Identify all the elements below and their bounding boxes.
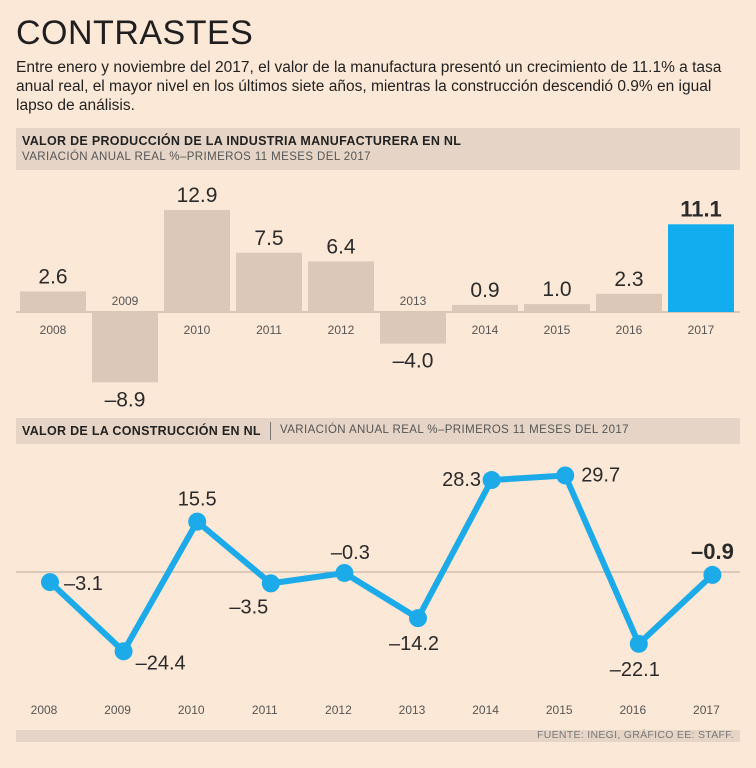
title-separator xyxy=(270,422,271,440)
bar-value-label-2017: 11.1 xyxy=(680,196,722,221)
bar-value-label-2014: 0.9 xyxy=(470,279,499,302)
bar-value-label-2016: 2.3 xyxy=(614,268,643,291)
bar-value-label-2010: 12.9 xyxy=(177,184,218,207)
line-year-label-2015: 2015 xyxy=(546,703,573,717)
line-year-label-2014: 2014 xyxy=(472,703,499,717)
manufacturing-header-band: VALOR DE PRODUCCIÓN DE LA INDUSTRIA MANU… xyxy=(16,128,740,170)
line-point-2016 xyxy=(629,634,648,653)
bar-2015 xyxy=(524,304,590,312)
manufacturing-chart-subtitle: VARIACIÓN ANUAL REAL %–PRIMEROS 11 MESES… xyxy=(22,151,371,163)
line-value-label-2016: –22.1 xyxy=(610,659,660,681)
bar-2014 xyxy=(452,304,518,312)
bar-2008 xyxy=(20,291,86,312)
line-year-label-2009: 2009 xyxy=(104,703,131,717)
bar-year-label-2017: 2017 xyxy=(688,323,715,337)
bar-2016 xyxy=(596,293,662,312)
line-point-2008 xyxy=(41,573,59,592)
bar-2013 xyxy=(380,312,446,344)
line-year-label-2012: 2012 xyxy=(325,703,352,717)
bar-value-label-2015: 1.0 xyxy=(542,278,571,301)
intro-text: Entre enero y noviembre del 2017, el val… xyxy=(16,59,722,114)
line-year-label-2016: 2016 xyxy=(619,703,646,717)
line-year-label-2010: 2010 xyxy=(178,703,205,717)
line-year-label-2013: 2013 xyxy=(399,703,426,717)
bar-year-label-2015: 2015 xyxy=(544,323,571,337)
source-band xyxy=(16,730,740,742)
bar-2010 xyxy=(164,210,230,312)
line-point-2012 xyxy=(335,563,354,582)
line-point-2014 xyxy=(482,471,501,490)
construction-chart-title: VALOR DE LA CONSTRUCCIÓN EN NL xyxy=(22,424,261,438)
line-value-label-2012: –0.3 xyxy=(331,542,370,564)
line-value-label-2009: –24.4 xyxy=(136,652,186,674)
line-point-2015 xyxy=(556,466,575,485)
construction-header-band: VALOR DE LA CONSTRUCCIÓN EN NL VARIACIÓN… xyxy=(16,418,740,444)
page-title: CONTRASTES xyxy=(16,14,254,52)
bar-year-label-2014: 2014 xyxy=(472,323,499,337)
manufacturing-chart-title: VALOR DE PRODUCCIÓN DE LA INDUSTRIA MANU… xyxy=(22,134,462,148)
line-value-label-2015: 29.7 xyxy=(581,464,620,486)
line-year-label-2011: 2011 xyxy=(252,703,278,717)
bar-year-label-2016: 2016 xyxy=(616,323,643,337)
line-point-2013 xyxy=(409,609,427,628)
bar-2011 xyxy=(236,252,302,312)
bar-value-label-2008: 2.6 xyxy=(38,265,67,288)
construction-chart-subtitle: VARIACIÓN ANUAL REAL %–PRIMEROS 11 MESES… xyxy=(280,424,629,436)
line-value-label-2017: –0.9 xyxy=(691,539,734,564)
bar-value-label-2012: 6.4 xyxy=(326,235,356,258)
source-note: FUENTE: INEGI, GRÁFICO EE: STAFF. xyxy=(537,729,734,741)
line-value-label-2014: 28.3 xyxy=(442,469,481,491)
line-point-2011 xyxy=(261,574,280,593)
bar-year-label-2013: 2013 xyxy=(400,294,427,308)
bar-2012 xyxy=(308,261,374,312)
bar-year-label-2010: 2010 xyxy=(184,323,211,337)
line-value-label-2008: –3.1 xyxy=(64,573,103,595)
bar-year-label-2009: 2009 xyxy=(112,294,139,308)
bar-2017 xyxy=(668,224,734,312)
bar-2009 xyxy=(92,312,158,383)
line-point-2017 xyxy=(703,565,722,584)
line-value-label-2011: –3.5 xyxy=(229,596,268,618)
bar-value-label-2011: 7.5 xyxy=(254,227,283,250)
bar-year-label-2012: 2012 xyxy=(328,323,355,337)
bar-year-label-2008: 2008 xyxy=(40,323,67,337)
line-year-label-2017: 2017 xyxy=(693,703,720,717)
line-year-label-2008: 2008 xyxy=(31,703,58,717)
construction-series-line xyxy=(47,472,716,655)
line-point-2009 xyxy=(114,642,133,661)
line-point-2010 xyxy=(188,512,207,531)
bar-value-label-2013: –4.0 xyxy=(393,350,434,373)
line-value-label-2013: –14.2 xyxy=(389,633,439,655)
bar-year-label-2011: 2011 xyxy=(256,323,282,337)
line-value-label-2010: 15.5 xyxy=(178,489,217,511)
bar-value-label-2009: –8.9 xyxy=(105,388,146,411)
